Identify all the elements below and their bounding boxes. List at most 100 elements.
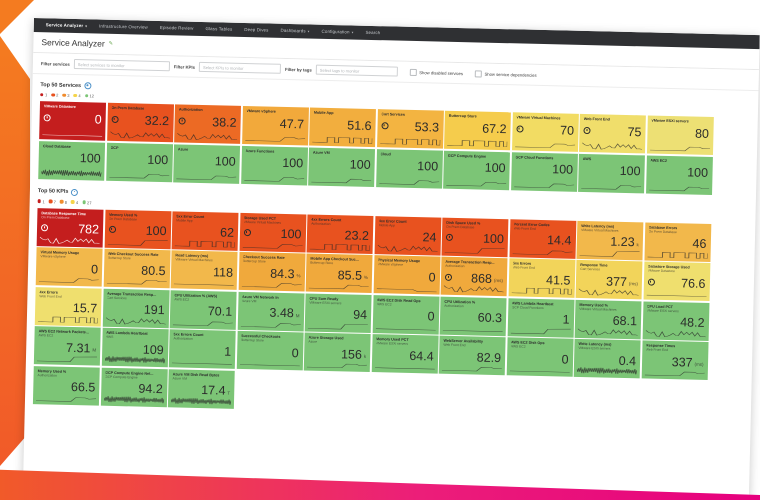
service-tile[interactable]: Mobile App 51.6	[309, 107, 376, 148]
service-tile[interactable]: AWS EC2 100	[645, 154, 713, 195]
kpis-legend-item[interactable]: 27	[82, 200, 92, 205]
nav-item-dashboards[interactable]: Dashboards ▾	[280, 27, 310, 34]
kpi-tile[interactable]: AWS EC2 Disk Read Ops AWS EC2 0	[372, 294, 440, 335]
kpi-tile[interactable]: 5xx Errors Web Front End 41.5	[508, 258, 575, 298]
service-tile[interactable]: Cloud 100	[375, 148, 443, 189]
kpi-tile[interactable]: Memory Used % Authorization 66.5	[32, 365, 100, 406]
nav-item-deep-dives[interactable]: Deep Dives	[244, 26, 269, 33]
kpi-tile[interactable]: Storage Used PCT VMware Virtual Machines 1…	[239, 212, 306, 252]
filter-services-input[interactable]: Select services to monitor	[73, 58, 170, 72]
kpi-tile[interactable]: CPU Utilization % Authorization 60.3	[439, 296, 507, 336]
nav-item-configuration[interactable]: Configuration ▾	[321, 28, 354, 35]
kpis-legend-item[interactable]: 7	[48, 199, 56, 204]
nav-item-search[interactable]: Search	[365, 29, 381, 36]
kpi-tile[interactable]: AWS Lambda Heartbeat GCP Cloud Functions 1	[507, 297, 575, 338]
kpi-tile[interactable]: WebServer Availability Web Front End 82.9	[438, 335, 506, 376]
kpi-tile[interactable]: CPU Load PCT VMware ESXi servers 48.2	[642, 300, 709, 341]
kpi-tile[interactable]: Azure VM Disk Read Bytes Azure VM 17.4 T	[167, 368, 235, 409]
kpis-legend-item[interactable]: 4	[71, 199, 78, 205]
kpi-tile[interactable]: 5xx Errors Count Authorization 1	[168, 329, 236, 369]
kpi-tile[interactable]: Checkout Success Rate Buttercup Store 84.3…	[238, 251, 306, 292]
kpi-tile[interactable]: Write Latency (ms) VMware ESXi servers 0.4	[573, 338, 641, 379]
gear-icon[interactable]	[71, 188, 79, 196]
kpi-tile[interactable]: AWS EC2 Disk Ops AWS EC2 0	[506, 337, 574, 377]
kpi-tile[interactable]: Virtual Memory Usage VMware vSphere 0	[35, 247, 103, 287]
service-tile[interactable]: VMware Datastore 0	[39, 101, 107, 141]
kpi-tile[interactable]: AWS Lambda Heartbeat AWS 109	[101, 327, 169, 368]
kpi-tile[interactable]: CPU Sum Ready VMware ESXi servers 94	[304, 292, 372, 333]
service-tile[interactable]: AWS 100	[578, 153, 645, 193]
nav-item-infrastructure-overview[interactable]: Infrastructure Overview	[99, 23, 148, 30]
kpi-tile[interactable]: GCP Compute Engine Net... GCP Compute Eng…	[100, 367, 168, 407]
service-tile[interactable]: Cloud Database 100	[38, 140, 106, 181]
pencil-icon[interactable]: ✎	[108, 40, 113, 47]
services-legend-count: 12	[89, 93, 95, 99]
kpi-tile[interactable]: Write Latency (ms) VMware Virtual Machine…	[576, 220, 644, 260]
service-tile[interactable]: Azure VM 100	[308, 147, 376, 187]
kpi-tile[interactable]: 4xx Errors Count Authorization 23.2	[306, 213, 374, 254]
kpi-tile[interactable]: 5xx Error Count Mobile App 62	[171, 210, 239, 251]
service-tile[interactable]: Authorization 38.2	[174, 104, 241, 144]
service-tile[interactable]: GCP Compute Engine 100	[443, 150, 510, 190]
services-legend-item[interactable]: 4	[73, 93, 81, 98]
services-legend-item[interactable]: 2	[51, 92, 58, 98]
kpi-tile[interactable]: Database Response Time On Prem Database 78…	[36, 207, 104, 248]
service-tile[interactable]: Azure 100	[173, 143, 241, 184]
service-tile[interactable]: Azure Functions 100	[240, 145, 308, 185]
service-tile[interactable]: GCP 100	[105, 142, 173, 182]
filter-kpis-input[interactable]: Select KPIs to monitor	[198, 61, 282, 74]
show-service-dependencies-checkbox[interactable]: Show service dependencies	[474, 69, 537, 78]
filter-tags-input[interactable]: Select tags to monitor	[315, 64, 398, 77]
kpi-tile[interactable]: AWS EC2 Network Packets... AWS EC2 7.31 M	[33, 326, 101, 366]
gear-icon[interactable]	[83, 82, 92, 90]
service-tile[interactable]: Cart Services 53.3	[376, 109, 444, 149]
kpi-tile[interactable]: Average Transaction Resp... Cart Services…	[102, 288, 170, 328]
show-disabled-services-checkbox[interactable]: Show disabled services	[409, 68, 463, 76]
nav-item-service-analyzer[interactable]: Service Analyzer ▾	[45, 22, 88, 29]
service-tile[interactable]: GCP Cloud Functions 100	[510, 151, 578, 192]
kpi-tile-sparkline	[36, 353, 98, 363]
kpi-tile[interactable]: Database Errors On Prem Database 46	[643, 221, 711, 262]
kpi-tile[interactable]: Percent Error Codes Web Front End 14.4	[509, 218, 576, 259]
kpi-tile[interactable]: Azure Storage Used Azure 156 k	[303, 332, 371, 373]
kpi-tile[interactable]: 4xx Errors Web Front End 15.7	[34, 286, 102, 327]
nav-item-episode-review[interactable]: Episode Review	[159, 24, 194, 31]
kpi-tile[interactable]: Web Checkout Success Rate Buttercup Store…	[103, 248, 171, 289]
service-tile[interactable]: Buttercup Store 67.2	[444, 110, 511, 151]
kpis-legend-item[interactable]: 8	[59, 199, 67, 204]
kpi-tile-subtitle: Authorization	[311, 221, 331, 226]
service-tile-name: Azure	[177, 146, 189, 152]
services-legend-item[interactable]: 12	[84, 93, 95, 99]
service-tile[interactable]: On Prem Database 32.2	[106, 102, 174, 143]
kpi-tile[interactable]: Memory Used % On Prem Database 100	[104, 209, 171, 249]
service-tile-value-row: 38.2	[178, 114, 237, 130]
service-tile[interactable]: Web Front End 75	[578, 113, 646, 154]
kpi-tile[interactable]: Datastore Storage Used VMware Datastore 76…	[643, 261, 710, 301]
kpi-tile[interactable]: Response Times Web Front End 337 (ms)	[641, 340, 709, 380]
kpi-tile[interactable]: Response Time Cart Services 377 (ms)	[575, 259, 643, 300]
service-tile-value-row: 100	[43, 150, 101, 166]
service-tile[interactable]: VMware ESXi servers 80	[646, 115, 714, 156]
kpi-tile-value: 868	[470, 271, 493, 286]
chevron-down-icon: ▾	[85, 24, 88, 29]
kpi-tile[interactable]: Memory Used % VMware Virtual Machines 68.1	[574, 299, 642, 339]
kpi-tile[interactable]: Disk Space Used % On Prem Database 100	[441, 217, 509, 257]
kpi-tile[interactable]: Physical Memory Usage VMware vSphere 0	[373, 255, 440, 295]
kpi-tile-sparkline	[105, 315, 166, 325]
service-tile-sparkline	[42, 128, 103, 138]
kpi-tile[interactable]: CPU Utilization % (AWS) AWS EC2 70.1	[169, 289, 237, 330]
kpi-tile[interactable]: Successful Checkouts Buttercup Store 0	[236, 330, 304, 371]
kpi-tile[interactable]: Mobile App Checkout Suc... Buttercup Stor…	[305, 253, 373, 294]
kpi-tile[interactable]: 4xx Error Count Mobile App 24	[374, 215, 441, 256]
kpi-tile[interactable]: Azure VM Network In Azure VM 3.48 M	[237, 291, 305, 331]
kpi-tile[interactable]: Memory Used PCT VMware ESXi servers 64.4	[371, 334, 439, 374]
kpis-legend-item[interactable]: 1	[37, 199, 45, 204]
kpi-tile[interactable]: Read Latency (ms) VMware Virtual Machines…	[170, 250, 238, 290]
services-legend-item[interactable]: 3	[62, 93, 70, 98]
service-tile[interactable]: VMware Virtual Machines 70	[511, 112, 579, 152]
service-tile[interactable]: VMware vSphere 47.7	[241, 105, 309, 146]
nav-item-glass-tables[interactable]: Glass Tables	[205, 26, 233, 32]
services-legend-item[interactable]: 1	[40, 92, 47, 97]
kpi-tile-value: 48.2	[679, 315, 705, 331]
kpi-tile[interactable]: Average Transaction Resp... Authorization…	[440, 256, 508, 297]
